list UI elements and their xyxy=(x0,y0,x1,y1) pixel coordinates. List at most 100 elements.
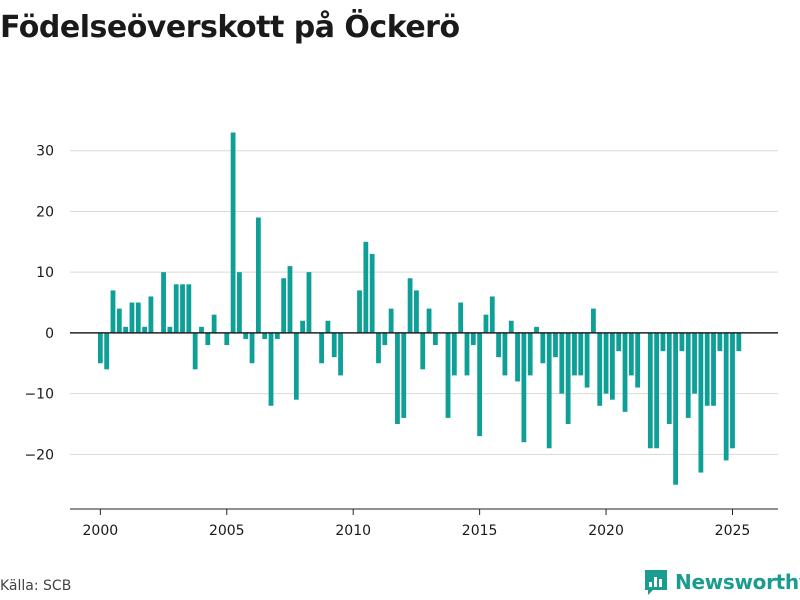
bar xyxy=(395,332,400,424)
bar xyxy=(167,326,173,333)
bar xyxy=(553,332,558,358)
bar xyxy=(199,326,204,333)
bar xyxy=(609,332,615,400)
bar xyxy=(723,332,729,461)
x-tick-label: 2015 xyxy=(462,523,498,539)
bar xyxy=(597,332,603,406)
bar xyxy=(123,326,129,333)
bar xyxy=(161,272,166,333)
x-tick-label: 2010 xyxy=(335,523,371,539)
bar xyxy=(660,332,666,352)
y-tick-label: 30 xyxy=(36,144,54,160)
y-tick-label: −10 xyxy=(24,387,54,403)
bar xyxy=(192,332,198,370)
bar xyxy=(679,332,685,352)
y-tick-label: 0 xyxy=(45,326,54,342)
bar xyxy=(388,308,394,333)
bar xyxy=(730,332,735,449)
bar xyxy=(508,320,514,333)
bar xyxy=(376,332,381,364)
bar xyxy=(717,332,723,352)
gridlines xyxy=(70,150,778,455)
bar xyxy=(647,332,653,449)
y-tick-label: −20 xyxy=(24,447,54,463)
bar xyxy=(432,332,438,346)
x-tick-label: 2025 xyxy=(715,523,751,539)
x-tick-label: 2000 xyxy=(83,523,119,539)
bar xyxy=(243,332,249,339)
bar xyxy=(666,332,672,424)
bar xyxy=(420,332,426,370)
bar xyxy=(673,332,678,485)
bars xyxy=(97,132,742,485)
bar xyxy=(628,332,634,376)
bar xyxy=(565,332,571,424)
bar xyxy=(496,332,501,358)
bar xyxy=(249,332,255,364)
bar xyxy=(591,308,596,333)
bar xyxy=(142,326,147,333)
bar xyxy=(711,332,716,406)
bar xyxy=(584,332,590,388)
bar xyxy=(483,314,489,333)
bar xyxy=(603,332,609,394)
bar xyxy=(369,253,375,333)
bar xyxy=(338,332,343,376)
x-tick-label: 2020 xyxy=(588,523,624,539)
bar xyxy=(306,272,312,333)
newsworthy-logo-icon xyxy=(645,570,667,595)
bar xyxy=(230,132,236,333)
bar xyxy=(692,332,697,394)
bar xyxy=(180,284,185,333)
bar xyxy=(407,278,413,333)
brand-name: Newsworthy xyxy=(675,570,800,594)
bar xyxy=(186,284,192,333)
bar xyxy=(654,332,660,449)
bar xyxy=(224,332,230,346)
bar xyxy=(357,290,362,333)
bar xyxy=(363,241,369,333)
bar xyxy=(546,332,552,449)
bar xyxy=(477,332,483,437)
bar xyxy=(559,332,565,394)
x-axis-labels: 2000 2005 2010 2015 2020 2025 xyxy=(83,523,751,539)
bar xyxy=(464,332,470,376)
source-note: Källa: SCB xyxy=(0,578,72,594)
bar xyxy=(534,326,539,333)
bar xyxy=(262,332,268,339)
bar xyxy=(104,332,110,370)
bar xyxy=(515,332,520,382)
bar xyxy=(274,332,280,339)
bar xyxy=(685,332,691,418)
bar xyxy=(502,332,508,376)
bar xyxy=(129,302,135,333)
bar xyxy=(97,332,103,364)
bar xyxy=(616,332,622,352)
bar xyxy=(116,308,122,333)
bar xyxy=(451,332,457,376)
bar xyxy=(572,332,577,376)
bar xyxy=(319,332,324,364)
bar xyxy=(578,332,584,376)
y-axis-labels: −20 −10 0 10 20 30 xyxy=(24,144,54,464)
bar xyxy=(268,332,274,406)
y-tick-label: 10 xyxy=(36,265,54,281)
bar xyxy=(331,332,337,358)
bar xyxy=(325,320,331,333)
bar xyxy=(173,284,179,333)
x-tick-label: 2005 xyxy=(209,523,245,539)
bar xyxy=(426,308,432,333)
bar xyxy=(211,314,217,333)
bar xyxy=(293,332,299,400)
bar xyxy=(281,278,287,333)
bar xyxy=(287,266,293,333)
bar xyxy=(521,332,527,443)
bar xyxy=(300,320,306,333)
bar xyxy=(445,332,451,418)
bar xyxy=(414,290,419,333)
bar xyxy=(622,332,628,412)
bar xyxy=(148,296,154,333)
bar xyxy=(110,290,116,333)
bar xyxy=(527,332,533,376)
